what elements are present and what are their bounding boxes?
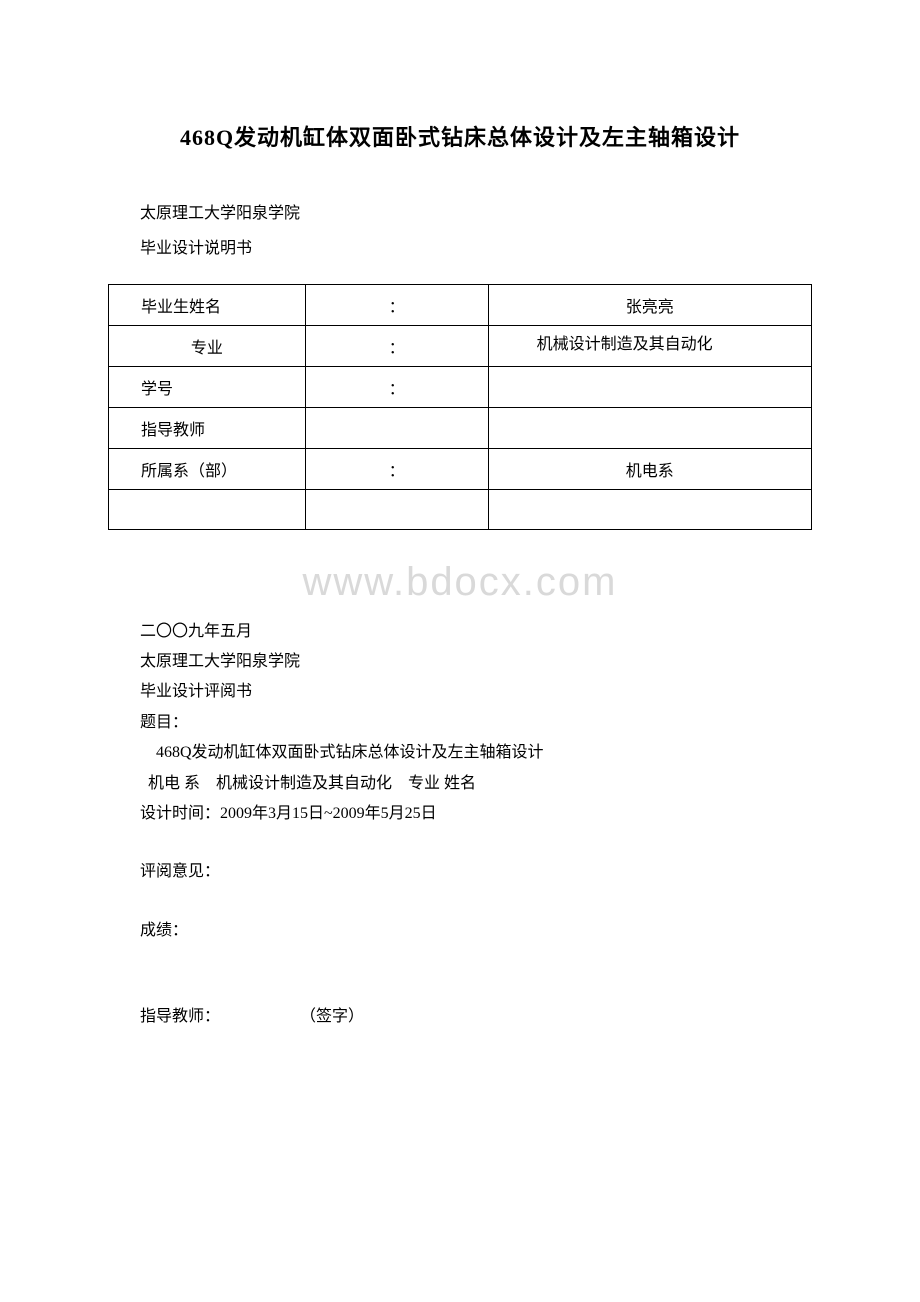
- value-cell: 机电系: [488, 448, 811, 489]
- label-cell: 毕业生姓名: [109, 284, 306, 325]
- value-cell: [488, 489, 811, 529]
- value-cell: [488, 407, 811, 448]
- document-title: 468Q发动机缸体双面卧式钻床总体设计及左主轴箱设计: [108, 120, 812, 152]
- label-cell: 专业: [109, 325, 306, 366]
- label-cell: 指导教师: [109, 407, 306, 448]
- topic-label: 题目：: [108, 708, 812, 738]
- colon-cell: ：: [305, 284, 488, 325]
- spacer: [108, 888, 812, 916]
- table-row: 毕业生姓名 ： 张亮亮: [109, 284, 812, 325]
- grade-label: 成绩：: [108, 916, 812, 946]
- date-chinese: 二〇〇九年五月: [108, 617, 812, 647]
- university-name: 太原理工大学阳泉学院: [108, 200, 812, 229]
- table-row: 所属系（部） ： 机电系: [109, 448, 812, 489]
- value-cell: [488, 366, 811, 407]
- spacer: [108, 829, 812, 857]
- university-name-2: 太原理工大学阳泉学院: [108, 647, 812, 677]
- colon-cell: ：: [305, 448, 488, 489]
- department-line: 机电 系 机械设计制造及其自动化 专业 姓名: [108, 769, 812, 799]
- colon-cell: ：: [305, 325, 488, 366]
- colon-cell: [305, 489, 488, 529]
- table-row: 指导教师: [109, 407, 812, 448]
- table-row: 学号 ：: [109, 366, 812, 407]
- table-row: 专业 ： 机械设计制造及其自动化: [109, 325, 812, 366]
- label-cell: 学号: [109, 366, 306, 407]
- table-row: [109, 489, 812, 529]
- document-type: 毕业设计说明书: [108, 235, 812, 264]
- student-info-table: 毕业生姓名 ： 张亮亮 专业 ： 机械设计制造及其自动化 学号 ： 指导教师 所…: [108, 284, 812, 530]
- design-time: 设计时间：2009年3月15日~2009年5月25日: [108, 799, 812, 829]
- document-type-2: 毕业设计评阅书: [108, 677, 812, 707]
- watermark-text: www.bdocx.com: [108, 560, 812, 605]
- colon-cell: ：: [305, 366, 488, 407]
- value-cell: 张亮亮: [488, 284, 811, 325]
- colon-cell: [305, 407, 488, 448]
- spacer: [108, 946, 812, 1002]
- label-cell: 所属系（部）: [109, 448, 306, 489]
- advisor-signature-line: 指导教师： （签字）: [108, 1002, 812, 1032]
- label-cell: [109, 489, 306, 529]
- review-label: 评阅意见：: [108, 857, 812, 887]
- topic-value: 468Q发动机缸体双面卧式钻床总体设计及左主轴箱设计: [108, 738, 812, 768]
- value-cell: 机械设计制造及其自动化: [488, 325, 811, 366]
